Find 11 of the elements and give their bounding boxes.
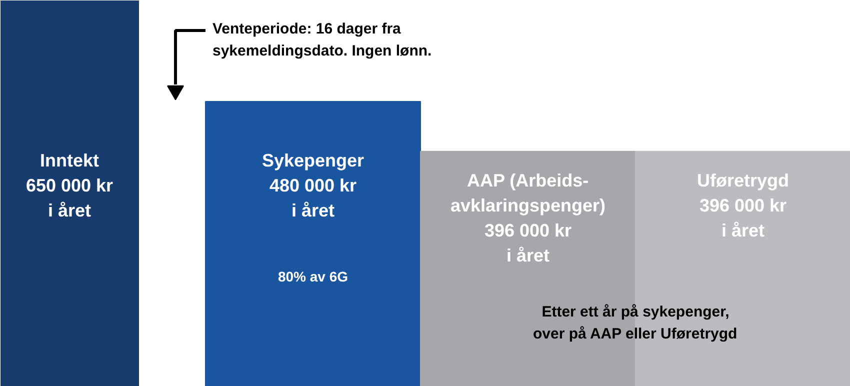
data-label: 480 000 kr i året [269,176,357,220]
x-tick-label: Inntekt [40,150,100,170]
annotation: Etter ett år på sykepenger, over på AAP eller Uføretrygd [532,304,738,343]
data-label: 396 000 kr i året [484,220,572,266]
x-tick-label: AAP (Arbeids- avklaringspenger) [450,170,606,216]
data-label: 396 000 kr i året [699,196,787,241]
x-tick-label: Uføretrygd [697,170,790,191]
annotation: 80% av 6G [278,268,348,284]
data-label: 650 000 kr i året [26,176,114,220]
annotation: Venteperiode: 16 dager fra sykemeldingsdato. Ingen lønn. [212,20,432,60]
x-tick-label: Sykepenger [262,150,364,170]
